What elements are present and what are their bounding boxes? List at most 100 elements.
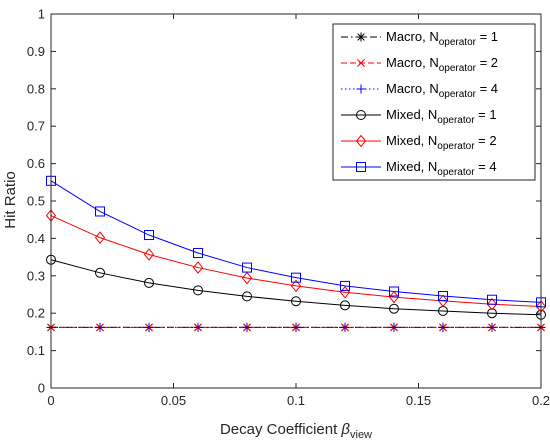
data-point — [291, 322, 301, 332]
legend-label-prefix: Mixed, N — [386, 133, 437, 148]
data-point — [95, 206, 105, 217]
legend-label-prefix: Macro, N — [386, 55, 439, 70]
marker-shape — [290, 279, 302, 293]
data-point — [193, 285, 203, 296]
legend-marker — [356, 84, 366, 94]
legend-entry-5: Mixed, Noperator = 2 — [341, 133, 497, 152]
plot-area — [45, 175, 547, 332]
y-tick-label: 0.1 — [27, 343, 45, 358]
data-point — [389, 322, 399, 332]
data-point — [340, 280, 350, 291]
legend-label-suffix: = 1 — [475, 107, 497, 122]
marker-shape — [388, 290, 400, 304]
legend-label: Mixed, Noperator = 2 — [386, 133, 497, 152]
legend-label: Mixed, Noperator = 4 — [386, 159, 497, 178]
x-tick-label: 0.15 — [406, 393, 431, 408]
data-point — [95, 267, 105, 278]
marker-shape — [486, 297, 498, 311]
legend-entry-2: Macro, Noperator = 2 — [341, 55, 498, 74]
legend-label-subscript: operator — [437, 115, 475, 126]
legend-label: Macro, Noperator = 2 — [386, 55, 498, 74]
series-line — [50, 215, 542, 307]
data-point — [291, 296, 301, 307]
data-point — [143, 248, 155, 261]
marker-stroke — [357, 33, 365, 41]
data-point — [340, 322, 350, 332]
legend-label-subscript: operator — [437, 141, 475, 152]
legend-entry-4: Mixed, Noperator = 1 — [341, 107, 497, 126]
marker-shape — [340, 280, 350, 291]
legend-label-subscript: operator — [439, 37, 477, 48]
marker-stroke — [357, 59, 365, 67]
marker-shape — [144, 277, 154, 288]
legend-label-subscript: operator — [439, 89, 477, 100]
marker-shape — [242, 262, 252, 273]
legend-box — [332, 23, 536, 181]
x-axis-label-text: Decay Coefficient — [220, 421, 341, 438]
marker-shape — [340, 300, 350, 311]
x-tick-label: 0.05 — [161, 393, 186, 408]
marker-shape — [356, 110, 366, 120]
marker-shape — [95, 267, 105, 278]
legend-label-suffix: = 2 — [476, 55, 498, 70]
data-point — [437, 294, 449, 308]
marker-shape — [355, 134, 367, 148]
x-axis-label-subscript: view — [350, 429, 372, 441]
data-point — [389, 286, 399, 297]
marker-shape — [242, 291, 252, 302]
y-tick-label: 0.5 — [27, 194, 45, 209]
data-point — [242, 262, 252, 273]
legend-label-subscript: operator — [439, 63, 477, 74]
marker-shape — [291, 272, 301, 283]
marker-shape — [389, 286, 399, 297]
marker-shape — [356, 162, 366, 172]
y-axis-label: Hit Ratio — [2, 171, 19, 229]
data-point — [487, 294, 497, 305]
marker-shape — [95, 206, 105, 217]
legend-marker — [356, 110, 366, 120]
x-tick-label: 0 — [47, 393, 54, 408]
data-point — [388, 290, 400, 304]
legend-label-prefix: Mixed, N — [386, 159, 437, 174]
data-point — [193, 322, 203, 332]
data-point — [144, 277, 154, 288]
axes: 0 0.05 0.1 0.15 0.2 0 0.1 0.2 0.3 0.4 0.5 0.6 0.7 0.8… — [27, 7, 550, 409]
data-point — [192, 261, 204, 274]
x-axis-label: Decay Coefficient βview — [220, 421, 372, 441]
data-point — [95, 322, 105, 332]
data-point — [193, 247, 203, 258]
data-point — [241, 271, 253, 285]
legend-label: Macro, Noperator = 4 — [386, 81, 498, 100]
data-point — [487, 322, 497, 332]
x-tick-label: 0.1 — [287, 393, 305, 408]
legend-entry-6: Mixed, Noperator = 4 — [341, 159, 497, 178]
y-tick-label: 0.2 — [27, 306, 45, 321]
data-point — [389, 303, 399, 314]
marker-shape — [291, 296, 301, 307]
y-tick-label: 0.3 — [27, 268, 45, 283]
marker-shape — [487, 308, 497, 319]
legend-label-subscript: operator — [437, 167, 475, 178]
marker-shape — [241, 271, 253, 285]
legend-label-suffix: = 1 — [476, 29, 498, 44]
marker-shape — [389, 303, 399, 314]
legend-label-prefix: Mixed, N — [386, 107, 437, 122]
data-point — [291, 272, 301, 283]
y-tick-label: 0.8 — [27, 81, 45, 96]
data-point — [486, 297, 498, 311]
data-point — [438, 322, 448, 332]
legend-marker — [356, 162, 366, 172]
data-point — [242, 322, 252, 332]
y-tick-label: 0.4 — [27, 231, 45, 246]
legend-entry-1: Macro, Noperator = 1 — [341, 29, 498, 48]
marker-shape — [437, 294, 449, 308]
data-point — [487, 308, 497, 319]
series-6 — [46, 175, 546, 308]
legend-label: Macro, Noperator = 1 — [386, 29, 498, 48]
y-tick-label: 1 — [38, 7, 45, 22]
legend-label-suffix: = 4 — [475, 159, 497, 174]
marker-shape — [487, 294, 497, 305]
marker-shape — [438, 290, 448, 301]
